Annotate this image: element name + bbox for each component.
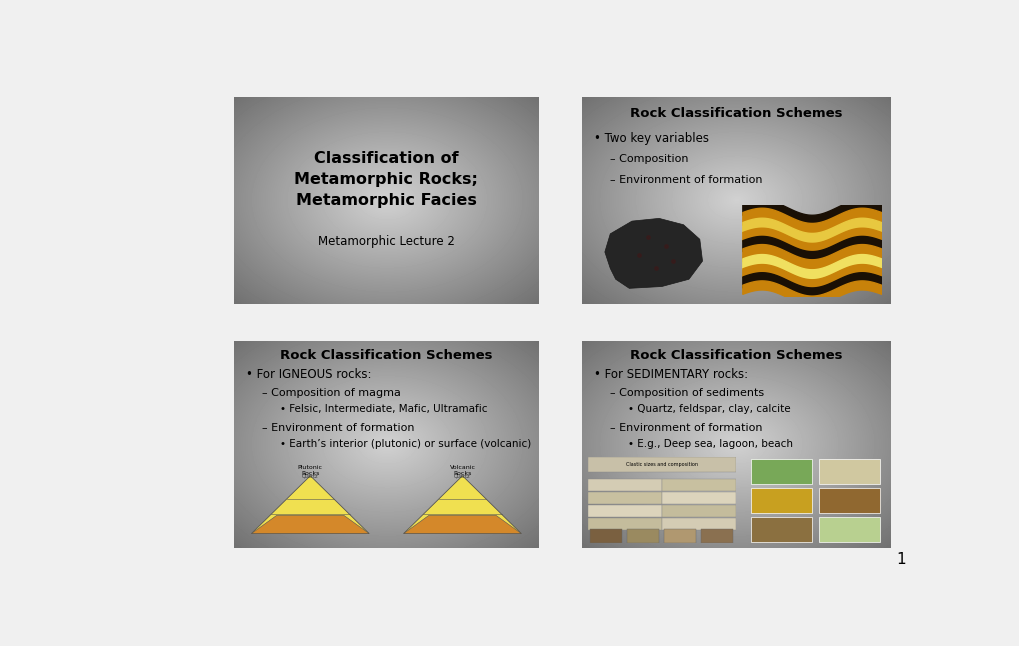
Text: 1: 1 xyxy=(896,552,905,567)
